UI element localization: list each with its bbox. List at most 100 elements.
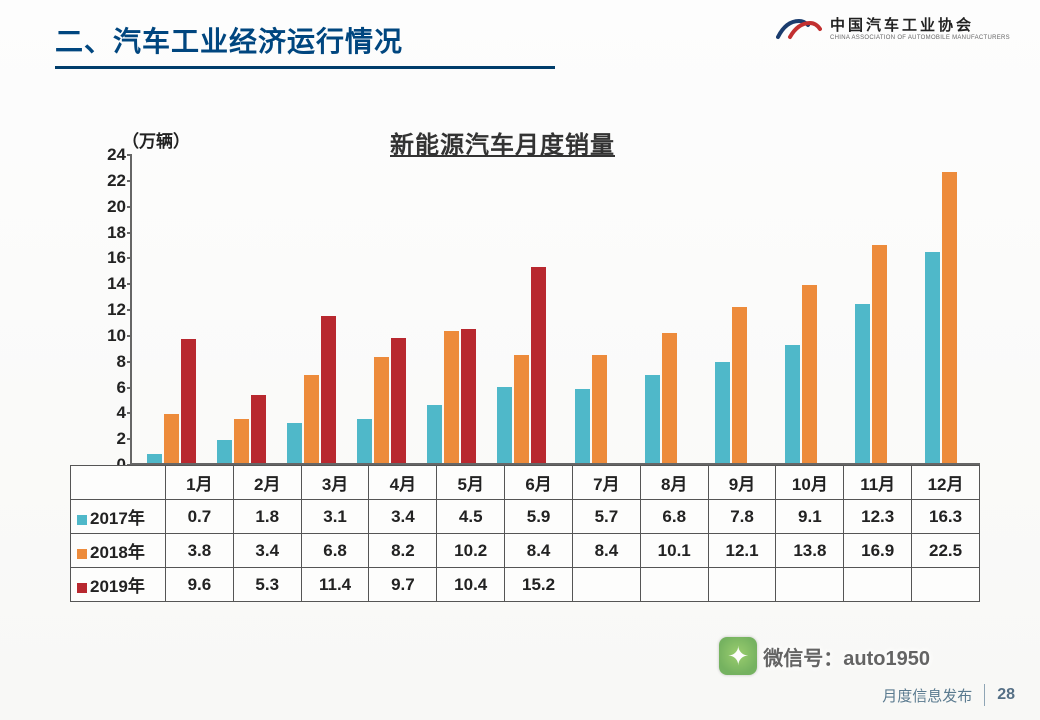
table-corner <box>71 466 166 500</box>
bar <box>715 362 730 463</box>
bar <box>497 387 512 463</box>
table-cell: 8.4 <box>572 534 640 568</box>
y-tick-label: 18 <box>92 223 126 243</box>
table-month-header: 6月 <box>505 466 573 500</box>
bar <box>374 357 389 463</box>
chart-area: （万辆） 新能源汽车月度销量 024681012141618202224 1月2… <box>70 135 990 565</box>
y-tick-label: 24 <box>92 145 126 165</box>
table-month-header: 8月 <box>640 466 708 500</box>
table-cell <box>776 568 844 602</box>
title-underline <box>55 66 555 69</box>
bar <box>234 419 249 463</box>
table-cell: 1.8 <box>233 500 301 534</box>
legend-swatch <box>77 515 87 525</box>
y-axis-unit: （万辆） <box>122 127 190 152</box>
table-cell: 9.7 <box>369 568 437 602</box>
bar <box>531 267 546 463</box>
bar <box>514 355 529 464</box>
bar <box>391 338 406 463</box>
bar <box>592 355 607 464</box>
bar <box>802 285 817 463</box>
footer-divider <box>984 684 985 706</box>
bar-group <box>836 245 906 463</box>
table-row: 2017年0.71.83.13.44.55.95.76.87.89.112.31… <box>71 500 980 534</box>
table-cell: 0.7 <box>166 500 234 534</box>
bar <box>645 375 660 463</box>
y-tick-label: 10 <box>92 326 126 346</box>
table-cell: 6.8 <box>301 534 369 568</box>
y-tick-label: 20 <box>92 197 126 217</box>
bar <box>872 245 887 463</box>
bar-group <box>556 355 626 464</box>
bar <box>181 339 196 463</box>
bar-group <box>206 395 276 463</box>
logo: 中国汽车工业协会 CHINA ASSOCIATION OF AUTOMOBILE… <box>776 15 1010 45</box>
bar <box>217 440 232 463</box>
header: 二、汽车工业经济运行情况 中国汽车工业协会 CHINA ASSOCIATION … <box>0 0 1040 77</box>
table-cell: 16.9 <box>844 534 912 568</box>
legend-swatch <box>77 549 87 559</box>
bar <box>147 454 162 463</box>
table-cell: 4.5 <box>437 500 505 534</box>
bar-group <box>136 339 206 463</box>
bar-group <box>626 333 696 463</box>
table-row: 2018年3.83.46.88.210.28.48.410.112.113.81… <box>71 534 980 568</box>
logo-text-cn: 中国汽车工业协会 <box>830 18 1010 35</box>
table-cell: 8.2 <box>369 534 437 568</box>
series-name: 2019年 <box>90 577 145 596</box>
y-tick-label: 16 <box>92 248 126 268</box>
footer: 月度信息发布 28 <box>882 684 1015 706</box>
page-number: 28 <box>997 686 1015 704</box>
wechat-icon: ✦ <box>719 637 757 675</box>
data-table: 1月2月3月4月5月6月7月8月9月10月11月12月2017年0.71.83.… <box>70 465 980 602</box>
bar <box>304 375 319 463</box>
table-cell: 5.3 <box>233 568 301 602</box>
logo-text-en: CHINA ASSOCIATION OF AUTOMOBILE MANUFACT… <box>830 35 1010 42</box>
table-cell <box>912 568 980 602</box>
bar <box>287 423 302 463</box>
table-cell <box>640 568 708 602</box>
y-tick-label: 14 <box>92 274 126 294</box>
table-month-header: 1月 <box>166 466 234 500</box>
table-cell: 3.4 <box>233 534 301 568</box>
table-cell: 3.4 <box>369 500 437 534</box>
bar <box>855 304 870 463</box>
bar <box>427 405 442 463</box>
table-cell: 10.1 <box>640 534 708 568</box>
table-cell: 22.5 <box>912 534 980 568</box>
table-cell: 16.3 <box>912 500 980 534</box>
table-month-header: 7月 <box>572 466 640 500</box>
table-month-header: 3月 <box>301 466 369 500</box>
bar-group <box>276 316 346 463</box>
y-tick-label: 2 <box>92 429 126 449</box>
bar-group <box>346 338 416 463</box>
table-cell: 10.2 <box>437 534 505 568</box>
table-cell <box>708 568 776 602</box>
table-row-header: 2017年 <box>71 500 166 534</box>
watermark-text: 微信号：auto1950 <box>763 642 930 671</box>
table-cell <box>844 568 912 602</box>
plot-area: 024681012141618202224 <box>130 155 980 465</box>
table-cell: 12.1 <box>708 534 776 568</box>
bar-group <box>696 307 766 463</box>
table-month-header: 2月 <box>233 466 301 500</box>
table-cell: 12.3 <box>844 500 912 534</box>
table-cell <box>572 568 640 602</box>
table-month-header: 10月 <box>776 466 844 500</box>
bar <box>164 414 179 463</box>
table-cell: 3.8 <box>166 534 234 568</box>
table-month-header: 11月 <box>844 466 912 500</box>
table-cell: 5.9 <box>505 500 573 534</box>
bar <box>251 395 266 463</box>
bar-group <box>416 329 486 463</box>
table-cell: 7.8 <box>708 500 776 534</box>
table-month-header: 9月 <box>708 466 776 500</box>
series-name: 2017年 <box>90 509 145 528</box>
table-cell: 10.4 <box>437 568 505 602</box>
bar <box>357 419 372 463</box>
table-row-header: 2018年 <box>71 534 166 568</box>
table-cell: 13.8 <box>776 534 844 568</box>
table-month-header: 4月 <box>369 466 437 500</box>
legend-swatch <box>77 583 87 593</box>
bar <box>575 389 590 463</box>
